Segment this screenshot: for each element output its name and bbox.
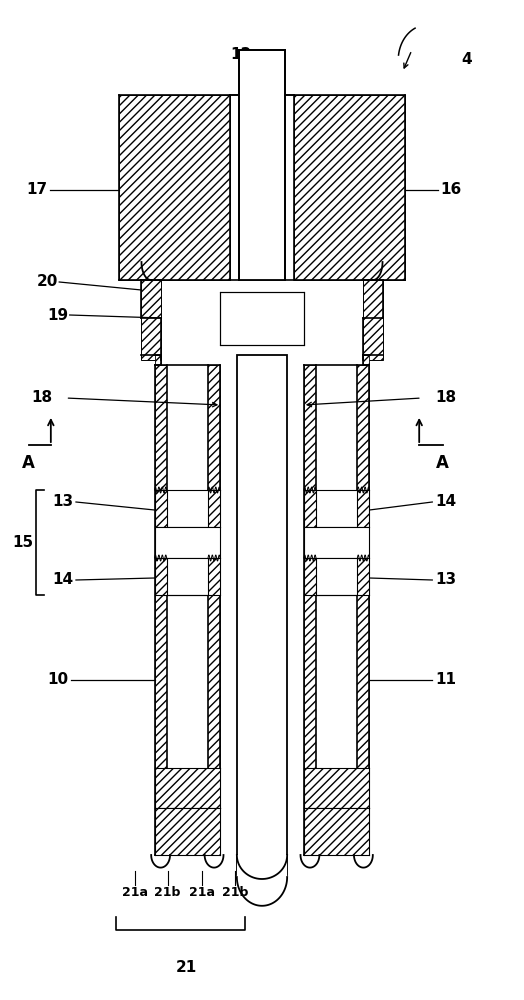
Bar <box>294 95 405 280</box>
Bar <box>155 768 220 808</box>
Bar <box>304 808 369 855</box>
Bar <box>316 558 357 595</box>
Bar <box>155 355 161 365</box>
Bar <box>316 365 357 855</box>
Bar <box>304 768 369 808</box>
Bar <box>155 808 220 855</box>
Text: 16: 16 <box>440 182 462 198</box>
Bar <box>304 527 369 558</box>
Bar <box>357 490 369 527</box>
Text: 18: 18 <box>31 390 52 406</box>
Text: 21b: 21b <box>222 887 248 900</box>
Text: 17: 17 <box>26 182 47 198</box>
Text: 14: 14 <box>435 494 456 510</box>
Text: 15: 15 <box>12 535 33 550</box>
Bar <box>208 558 220 595</box>
Text: 21a: 21a <box>122 887 148 900</box>
Text: 19: 19 <box>47 308 68 322</box>
Text: A: A <box>23 454 35 472</box>
Bar <box>304 365 369 855</box>
Bar <box>304 558 316 595</box>
Text: 21b: 21b <box>155 887 181 900</box>
Bar <box>167 365 208 855</box>
Bar <box>357 558 369 595</box>
Text: 13: 13 <box>435 572 456 587</box>
Bar <box>363 280 383 360</box>
Bar <box>167 490 208 527</box>
Bar <box>155 527 220 558</box>
Bar <box>208 490 220 527</box>
Bar <box>155 365 220 855</box>
Bar <box>363 355 369 365</box>
Text: 21: 21 <box>176 960 196 975</box>
Text: 13: 13 <box>52 494 73 510</box>
Bar <box>155 558 167 595</box>
Text: 20: 20 <box>36 274 58 290</box>
Bar <box>220 292 304 345</box>
Text: 14: 14 <box>52 572 73 587</box>
Text: 18: 18 <box>435 390 456 406</box>
Bar <box>304 490 316 527</box>
Bar <box>155 490 167 527</box>
Text: A: A <box>436 454 449 472</box>
Text: 11: 11 <box>435 673 456 688</box>
Bar <box>141 280 161 360</box>
Text: 4: 4 <box>461 52 472 68</box>
Bar <box>237 355 287 875</box>
Bar <box>237 855 287 880</box>
Bar <box>167 558 208 595</box>
Text: 12: 12 <box>231 47 252 62</box>
Bar <box>239 50 285 280</box>
Bar <box>316 490 357 527</box>
Text: 10: 10 <box>47 673 68 688</box>
Bar <box>119 95 230 280</box>
Text: 21a: 21a <box>189 887 215 900</box>
